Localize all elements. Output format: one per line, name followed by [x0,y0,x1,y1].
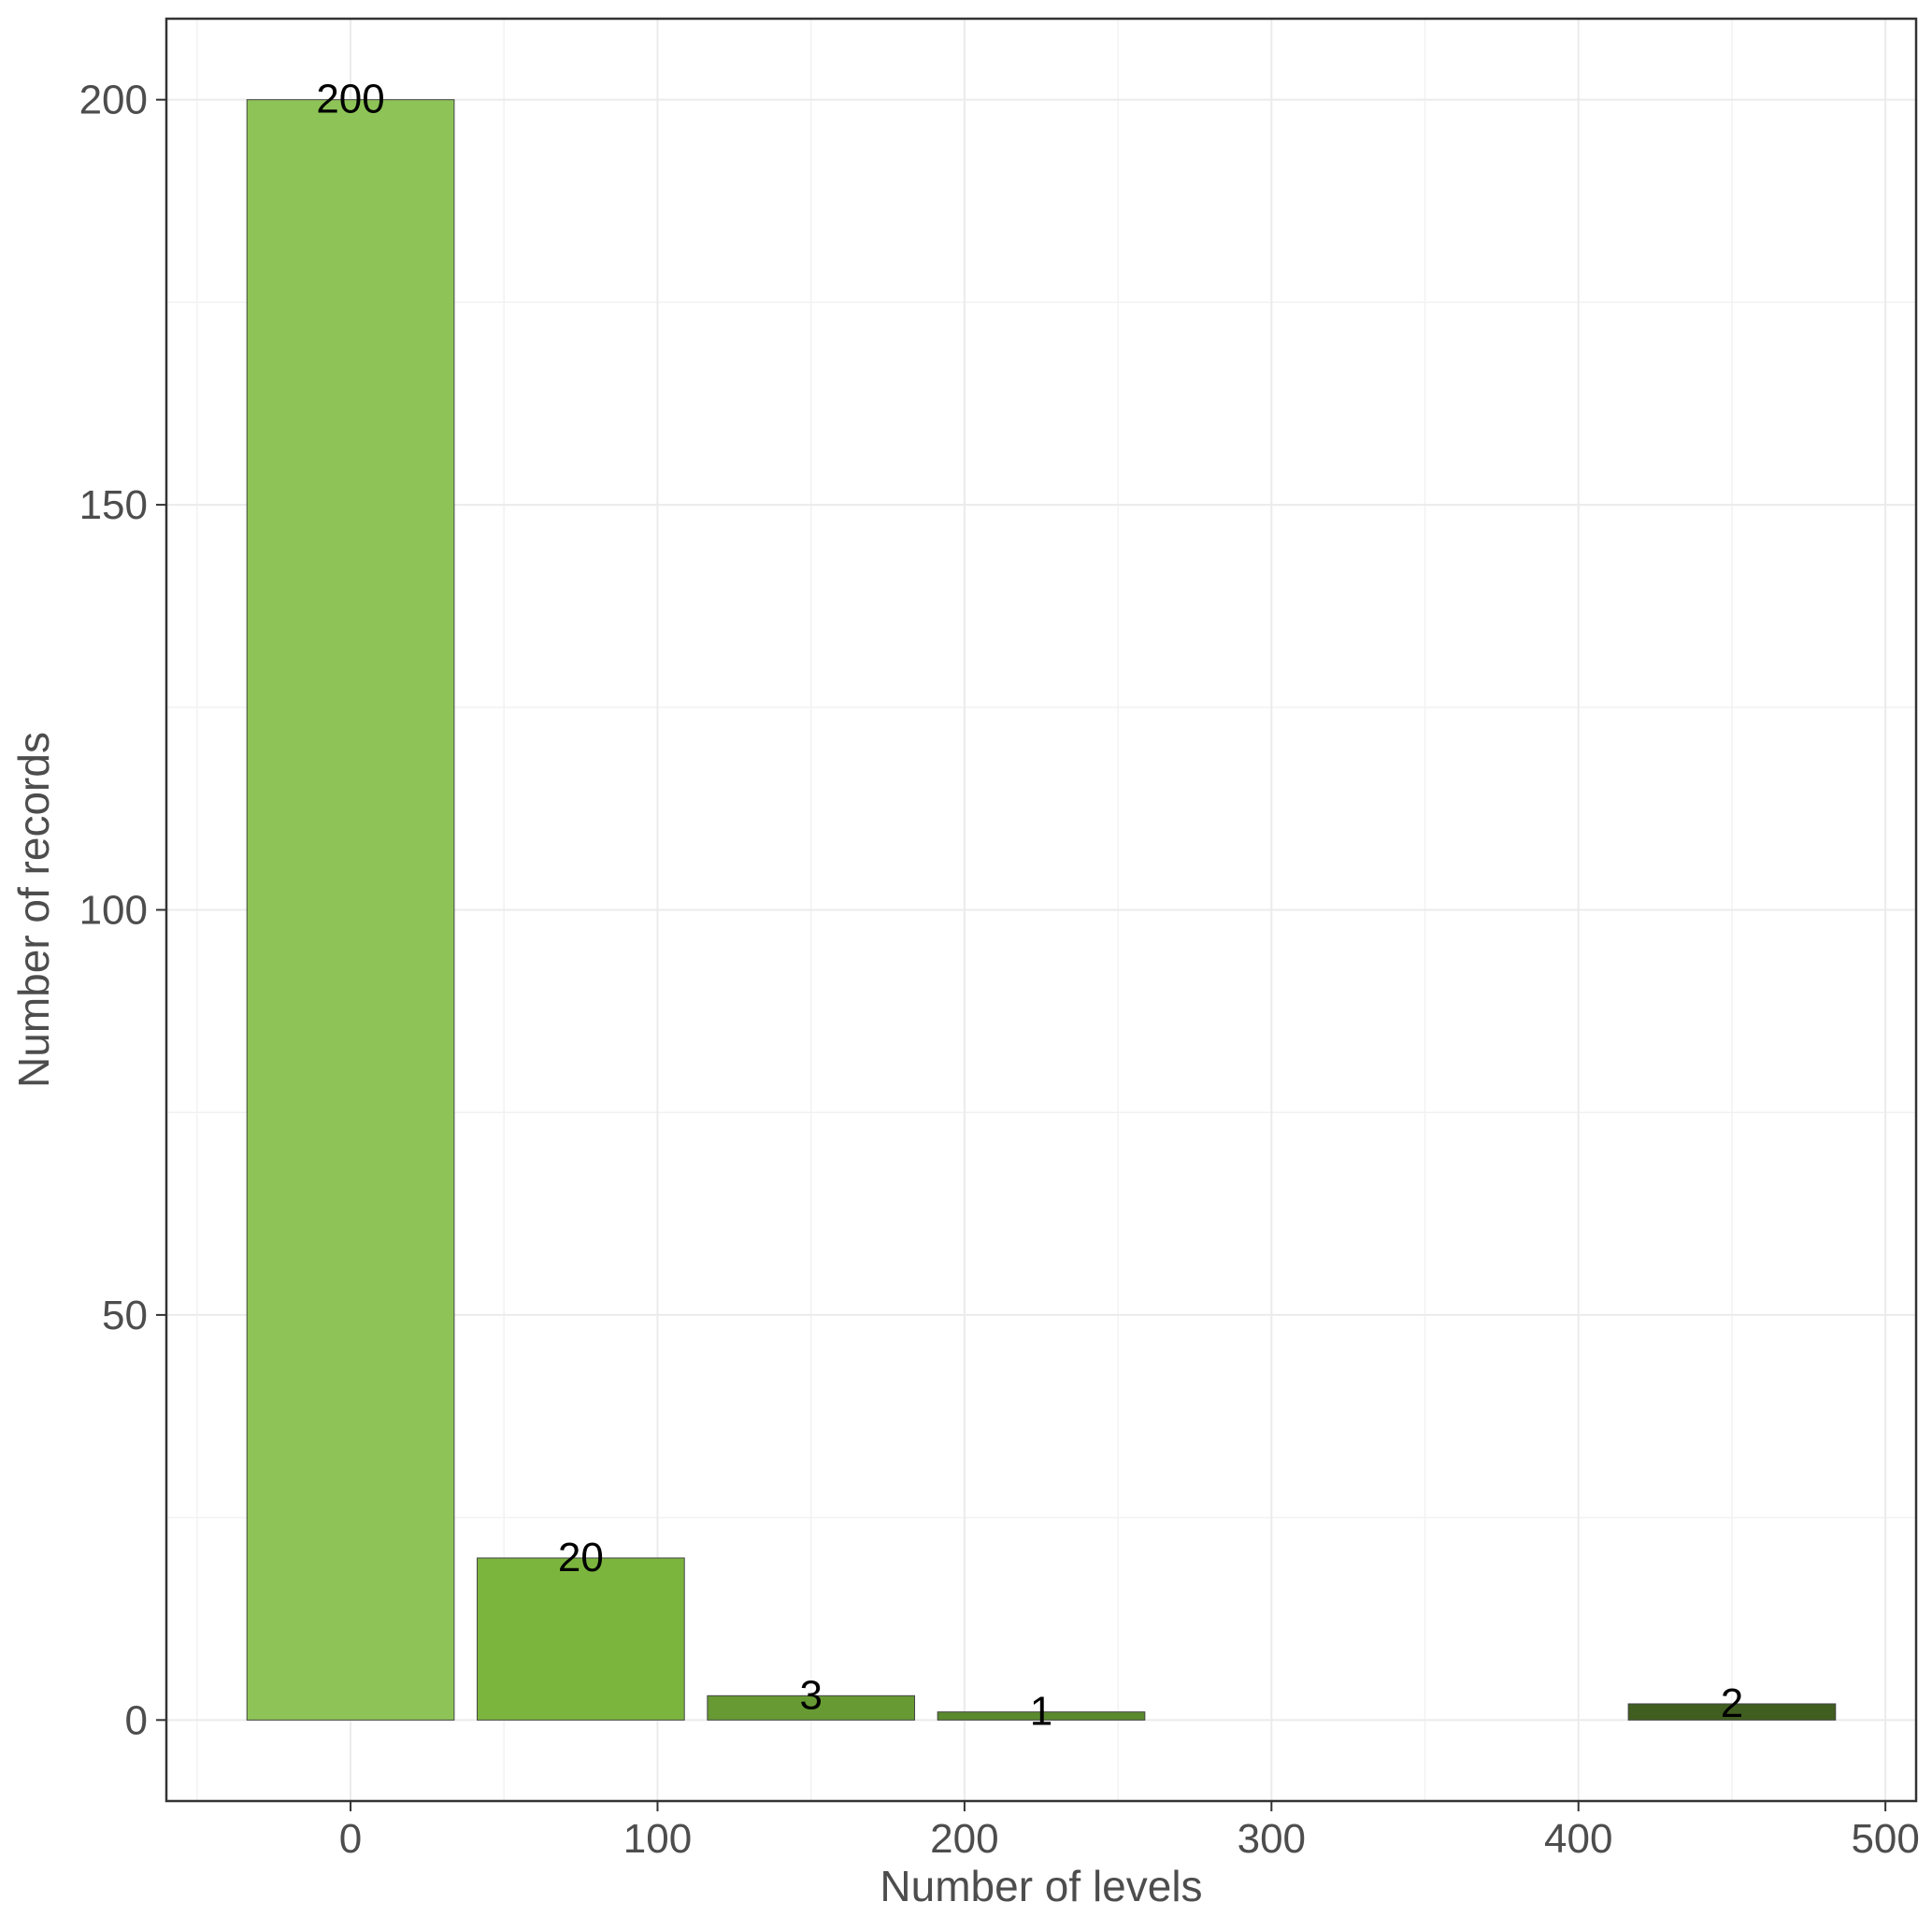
bar [1627,1703,1837,1721]
x-axis: 0 100 200 300 400 500 [339,1801,1920,1862]
y-tick-label: 0 [125,1697,148,1743]
x-tick-label: 100 [623,1816,692,1862]
bar [937,1711,1146,1721]
y-axis-title: Number of records [9,732,58,1088]
data-label: 1 [1030,1689,1052,1735]
data-label: 200 [316,77,384,122]
data-label: 2 [1721,1680,1743,1726]
bar [246,99,455,1721]
data-labels: 200 20 3 1 2 [316,77,1743,1735]
data-label: 3 [799,1672,822,1718]
x-tick-label: 300 [1238,1816,1306,1862]
bar [707,1694,916,1721]
x-tick-label: 200 [930,1816,998,1862]
y-tick-label: 200 [79,78,148,123]
x-axis-title: Number of levels [880,1862,1202,1910]
y-tick-label: 150 [79,482,148,528]
data-label: 20 [558,1535,604,1580]
y-tick-label: 50 [102,1293,148,1338]
y-tick-label: 100 [79,888,148,934]
bar [477,1557,685,1721]
bars [246,99,1837,1721]
x-tick-label: 500 [1851,1816,1919,1862]
x-tick-label: 0 [339,1816,362,1862]
y-axis: 0 50 100 150 200 [79,78,166,1743]
x-tick-label: 400 [1544,1816,1612,1862]
